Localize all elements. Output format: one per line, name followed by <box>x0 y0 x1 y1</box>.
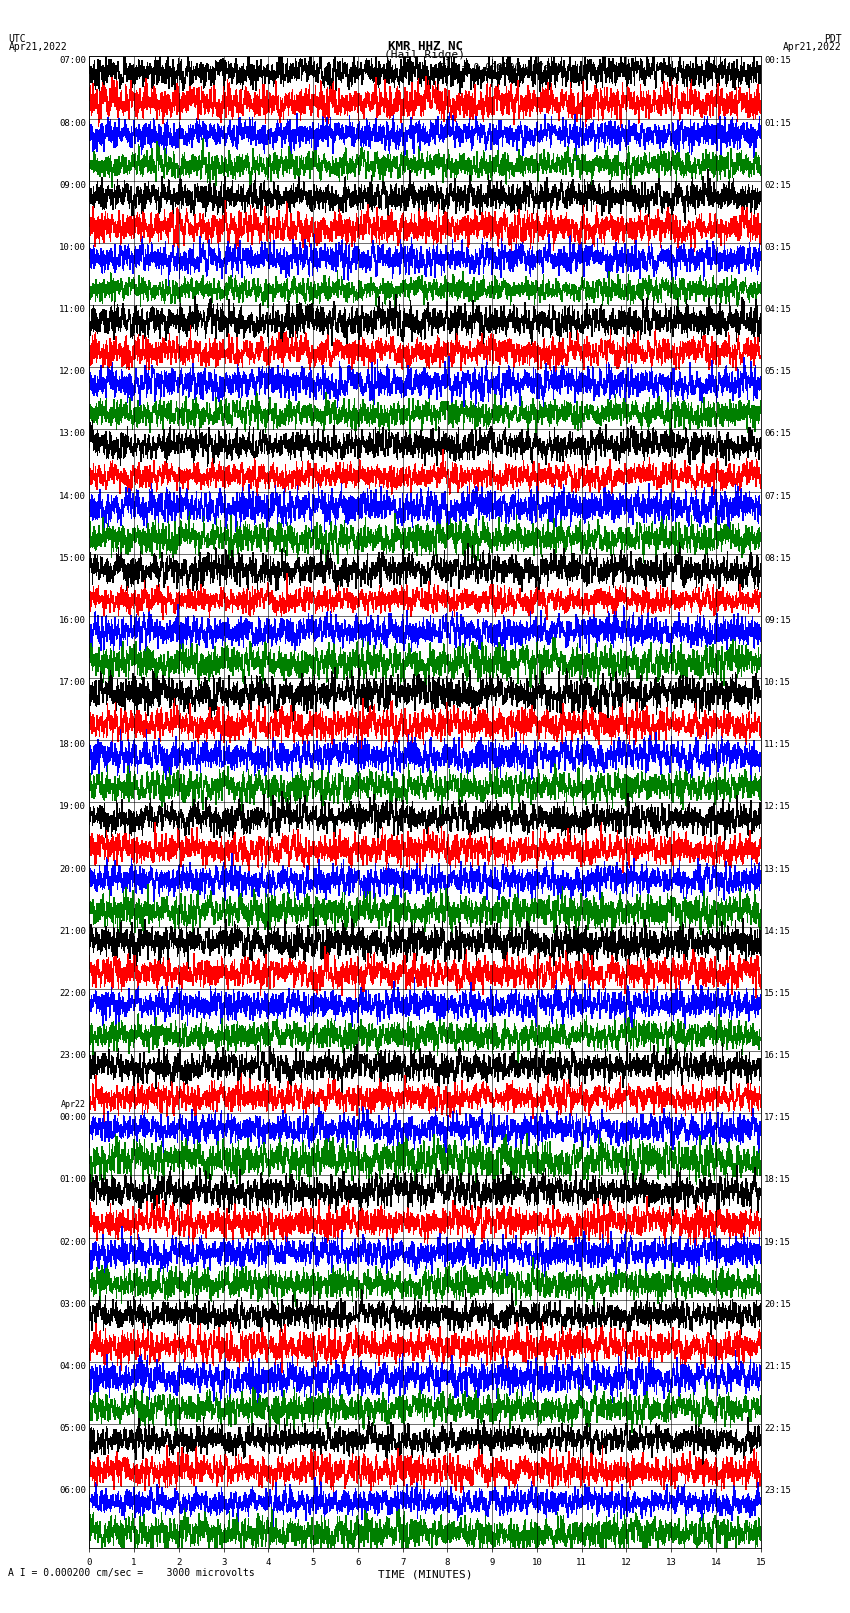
Text: 01:00: 01:00 <box>59 1176 86 1184</box>
Text: 06:15: 06:15 <box>764 429 791 439</box>
Text: A I = 0.000200 cm/sec =    3000 microvolts: A I = 0.000200 cm/sec = 3000 microvolts <box>8 1568 255 1578</box>
Text: 22:00: 22:00 <box>59 989 86 998</box>
Text: 14:15: 14:15 <box>764 927 791 936</box>
Text: 22:15: 22:15 <box>764 1424 791 1432</box>
Text: KMR HHZ NC: KMR HHZ NC <box>388 40 462 53</box>
Text: 16:15: 16:15 <box>764 1052 791 1060</box>
Text: 19:00: 19:00 <box>59 803 86 811</box>
Text: 15:15: 15:15 <box>764 989 791 998</box>
Text: 15:00: 15:00 <box>59 553 86 563</box>
Text: Apr21,2022: Apr21,2022 <box>8 42 67 52</box>
Text: 00:15: 00:15 <box>764 56 791 66</box>
Text: 21:00: 21:00 <box>59 927 86 936</box>
Text: 09:15: 09:15 <box>764 616 791 624</box>
Text: 00:00: 00:00 <box>59 1113 86 1123</box>
Text: (Hail Ridge): (Hail Ridge) <box>384 50 466 60</box>
Text: 10:15: 10:15 <box>764 677 791 687</box>
Text: 20:00: 20:00 <box>59 865 86 874</box>
Text: 13:00: 13:00 <box>59 429 86 439</box>
Text: 16:00: 16:00 <box>59 616 86 624</box>
Text: 23:15: 23:15 <box>764 1486 791 1495</box>
Text: 20:15: 20:15 <box>764 1300 791 1308</box>
Text: UTC: UTC <box>8 34 26 44</box>
Text: 11:15: 11:15 <box>764 740 791 750</box>
Text: 14:00: 14:00 <box>59 492 86 500</box>
Text: 19:15: 19:15 <box>764 1237 791 1247</box>
Text: 07:15: 07:15 <box>764 492 791 500</box>
Text: 06:00: 06:00 <box>59 1486 86 1495</box>
Text: 12:00: 12:00 <box>59 368 86 376</box>
Text: 02:00: 02:00 <box>59 1237 86 1247</box>
Text: 07:00: 07:00 <box>59 56 86 66</box>
Text: 01:15: 01:15 <box>764 119 791 127</box>
Text: 18:15: 18:15 <box>764 1176 791 1184</box>
Text: 10:00: 10:00 <box>59 244 86 252</box>
Text: 12:15: 12:15 <box>764 803 791 811</box>
Text: 11:00: 11:00 <box>59 305 86 315</box>
Text: 03:00: 03:00 <box>59 1300 86 1308</box>
Text: 04:15: 04:15 <box>764 305 791 315</box>
Text: 21:15: 21:15 <box>764 1361 791 1371</box>
Text: 09:00: 09:00 <box>59 181 86 190</box>
Text: 08:00: 08:00 <box>59 119 86 127</box>
Text: I = 0.000200 cm/sec: I = 0.000200 cm/sec <box>450 63 562 73</box>
Text: I: I <box>439 63 446 73</box>
Text: 02:15: 02:15 <box>764 181 791 190</box>
Text: 05:00: 05:00 <box>59 1424 86 1432</box>
Text: Apr21,2022: Apr21,2022 <box>783 42 842 52</box>
Text: 03:15: 03:15 <box>764 244 791 252</box>
Text: 17:15: 17:15 <box>764 1113 791 1123</box>
Text: PDT: PDT <box>824 34 842 44</box>
Text: Apr22: Apr22 <box>61 1100 86 1108</box>
Text: 13:15: 13:15 <box>764 865 791 874</box>
Text: 23:00: 23:00 <box>59 1052 86 1060</box>
Text: 18:00: 18:00 <box>59 740 86 750</box>
Text: 04:00: 04:00 <box>59 1361 86 1371</box>
X-axis label: TIME (MINUTES): TIME (MINUTES) <box>377 1569 473 1579</box>
Text: 05:15: 05:15 <box>764 368 791 376</box>
Text: 08:15: 08:15 <box>764 553 791 563</box>
Text: 17:00: 17:00 <box>59 677 86 687</box>
